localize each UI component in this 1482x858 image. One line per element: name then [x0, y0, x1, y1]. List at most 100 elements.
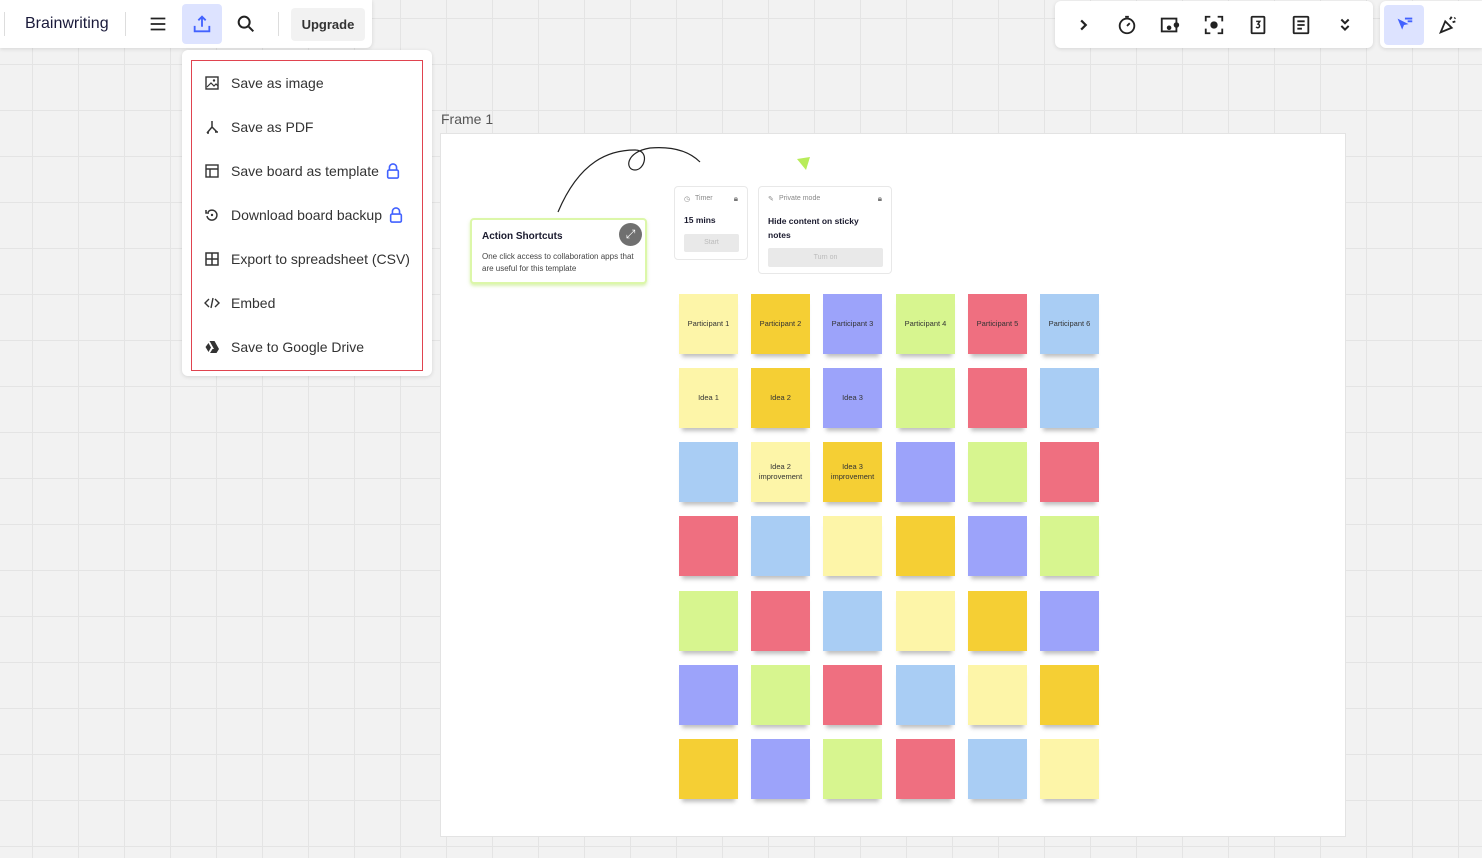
- celebrate-button[interactable]: [1428, 5, 1468, 45]
- card-icon: [1161, 17, 1180, 32]
- sticky-note[interactable]: Participant 1: [679, 294, 738, 354]
- more-button[interactable]: [1325, 5, 1365, 45]
- sticky-note[interactable]: Participant 3: [823, 294, 882, 354]
- menu-item-save-board-as-template[interactable]: Save board as template: [192, 149, 422, 193]
- menu-item-save-as-image[interactable]: Save as image: [192, 61, 422, 105]
- menu-button[interactable]: [138, 4, 178, 44]
- action-card-title: Action Shortcuts: [482, 231, 563, 242]
- document-icon: [1293, 15, 1310, 34]
- focus-button[interactable]: [1194, 5, 1234, 45]
- sticky-note[interactable]: [968, 739, 1027, 799]
- sticky-note[interactable]: [1040, 442, 1099, 502]
- menu-item-download-board-backup[interactable]: Download board backup: [192, 193, 422, 237]
- sticky-note[interactable]: [679, 591, 738, 651]
- card-button[interactable]: [1150, 5, 1190, 45]
- sticky-note[interactable]: [968, 665, 1027, 725]
- sticky-note[interactable]: [679, 516, 738, 576]
- sticky-note[interactable]: [896, 739, 955, 799]
- timer-button[interactable]: [1107, 5, 1147, 45]
- template-icon: [205, 164, 219, 178]
- cursor-icon: [1397, 17, 1413, 30]
- menu-item-label: Save board as template: [231, 163, 379, 179]
- search-button[interactable]: [226, 4, 266, 44]
- sticky-note[interactable]: Idea 1: [679, 368, 738, 428]
- sticky-note[interactable]: Idea 3: [823, 368, 882, 428]
- timer-value: 15 mins: [684, 215, 716, 225]
- sticky-note[interactable]: [968, 591, 1027, 651]
- sticky-note[interactable]: [823, 591, 882, 651]
- divider: [277, 12, 279, 36]
- sticky-note[interactable]: [968, 368, 1027, 428]
- timer-start-button[interactable]: Start: [684, 234, 739, 252]
- menu-item-save-to-google-drive[interactable]: Save to Google Drive: [192, 325, 422, 369]
- private-mode-label: Private mode: [779, 195, 821, 202]
- sticky-note[interactable]: Idea 2 improvement: [751, 442, 810, 502]
- board-title[interactable]: Brainwriting: [25, 15, 109, 32]
- pdf-icon: [206, 121, 218, 134]
- upload-icon: [193, 15, 210, 33]
- sticky-note[interactable]: [1040, 665, 1099, 725]
- export-button[interactable]: [181, 4, 222, 44]
- private-mode-icon: ✎: [768, 196, 774, 203]
- sticky-note[interactable]: [968, 442, 1027, 502]
- sticky-note[interactable]: Idea 2: [751, 368, 810, 428]
- sticky-note[interactable]: Participant 4: [896, 294, 955, 354]
- divider: [4, 12, 5, 36]
- sticky-note[interactable]: [679, 739, 738, 799]
- sticky-note[interactable]: [1040, 739, 1099, 799]
- export-menu: Save as image Save as PDF Save board as te…: [182, 50, 432, 376]
- sticky-note[interactable]: [679, 665, 738, 725]
- sticky-note[interactable]: [896, 442, 955, 502]
- sticky-note[interactable]: [823, 665, 882, 725]
- sticky-note[interactable]: [1040, 516, 1099, 576]
- menu-item-save-as-pdf[interactable]: Save as PDF: [192, 105, 422, 149]
- lock-icon: [386, 163, 400, 179]
- search-icon: [237, 15, 254, 33]
- private-mode-card[interactable]: ✎ Private mode 🔒︎ Hide content on sticky…: [758, 186, 892, 274]
- private-mode-title: Hide content on sticky notes: [768, 216, 859, 241]
- sticky-note[interactable]: [823, 516, 882, 576]
- sticky-note[interactable]: Participant 5: [968, 294, 1027, 354]
- timer-card[interactable]: ◷ Timer 🔒︎ 15 mins Start: [674, 186, 748, 260]
- menu-item-embed[interactable]: Embed: [192, 281, 422, 325]
- sticky-note[interactable]: [896, 665, 955, 725]
- sticky-note[interactable]: [968, 516, 1027, 576]
- action-card-description: One click access to collaboration apps t…: [482, 252, 634, 273]
- turn-on-button[interactable]: Turn on: [768, 248, 883, 267]
- backup-icon: [205, 209, 218, 221]
- action-shortcuts-card[interactable]: Action Shortcuts One click access to col…: [470, 218, 647, 284]
- sticky-note[interactable]: [1040, 368, 1099, 428]
- stopwatch-icon: [1118, 15, 1135, 34]
- notes-button[interactable]: [1281, 5, 1321, 45]
- sticky-note[interactable]: [823, 739, 882, 799]
- expand-button[interactable]: [1063, 5, 1103, 45]
- sticky-note[interactable]: [751, 516, 810, 576]
- sticky-note[interactable]: Idea 3 improvement: [823, 442, 882, 502]
- sticky-note[interactable]: [896, 591, 955, 651]
- voting-button[interactable]: [1238, 5, 1278, 45]
- sticky-note[interactable]: [1040, 591, 1099, 651]
- timer-label: Timer: [695, 195, 713, 202]
- code-icon: [204, 297, 220, 309]
- sticky-note[interactable]: [751, 739, 810, 799]
- menu-item-label: Download board backup: [231, 207, 382, 223]
- frame-label[interactable]: Frame 1: [441, 111, 494, 127]
- expand-icon[interactable]: ⤢: [619, 223, 642, 246]
- sticky-note[interactable]: [751, 665, 810, 725]
- sticky-note[interactable]: [896, 516, 955, 576]
- sticky-note[interactable]: Participant 6: [1040, 294, 1099, 354]
- sticky-note[interactable]: [751, 591, 810, 651]
- menu-item-label: Export to spreadsheet (CSV): [231, 251, 410, 267]
- export-menu-list: Save as image Save as PDF Save board as te…: [191, 60, 423, 371]
- select-mode-button[interactable]: [1384, 4, 1424, 45]
- menu-item-export-to-spreadsheet-csv[interactable]: Export to spreadsheet (CSV): [192, 237, 422, 281]
- upgrade-button[interactable]: Upgrade: [290, 7, 366, 41]
- sticky-note[interactable]: Participant 2: [751, 294, 810, 354]
- mode-toolbar: [1380, 1, 1482, 48]
- sticky-note[interactable]: [679, 442, 738, 502]
- sticky-note[interactable]: [896, 368, 955, 428]
- connector-line[interactable]: [550, 140, 710, 220]
- party-popper-icon: [1438, 15, 1456, 34]
- stopwatch-icon: ◷: [684, 196, 691, 203]
- menu-item-label: Save as PDF: [231, 119, 314, 135]
